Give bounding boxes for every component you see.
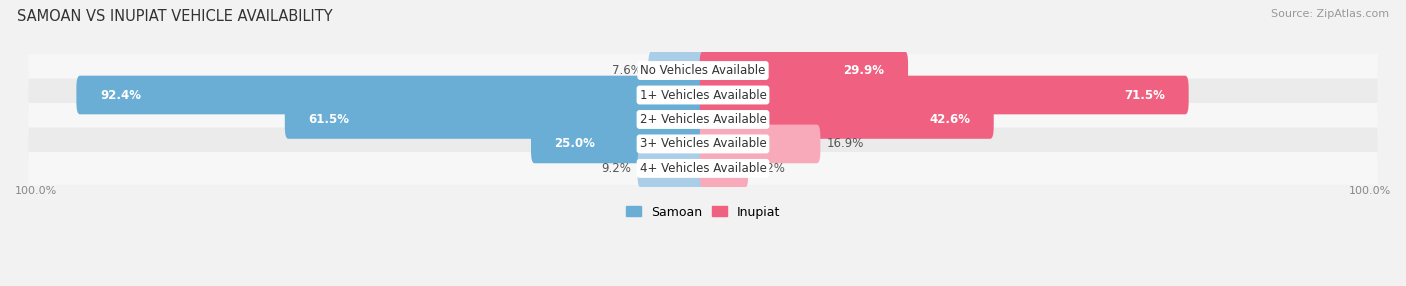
Text: 92.4%: 92.4%	[100, 88, 141, 102]
FancyBboxPatch shape	[648, 51, 706, 90]
Legend: Samoan, Inupiat: Samoan, Inupiat	[621, 200, 785, 224]
Text: 25.0%: 25.0%	[554, 138, 596, 150]
FancyBboxPatch shape	[28, 128, 1378, 160]
FancyBboxPatch shape	[28, 54, 1378, 87]
FancyBboxPatch shape	[28, 152, 1378, 185]
FancyBboxPatch shape	[700, 149, 748, 188]
Text: 100.0%: 100.0%	[1348, 186, 1391, 196]
Text: 42.6%: 42.6%	[929, 113, 970, 126]
FancyBboxPatch shape	[28, 79, 1378, 111]
FancyBboxPatch shape	[531, 125, 706, 163]
Text: 2+ Vehicles Available: 2+ Vehicles Available	[640, 113, 766, 126]
Text: 29.9%: 29.9%	[844, 64, 884, 77]
Text: No Vehicles Available: No Vehicles Available	[640, 64, 766, 77]
Text: 71.5%: 71.5%	[1125, 88, 1166, 102]
FancyBboxPatch shape	[700, 125, 820, 163]
Text: 9.2%: 9.2%	[600, 162, 631, 175]
Text: 3+ Vehicles Available: 3+ Vehicles Available	[640, 138, 766, 150]
Text: 100.0%: 100.0%	[15, 186, 58, 196]
FancyBboxPatch shape	[637, 149, 706, 188]
FancyBboxPatch shape	[700, 76, 1188, 114]
Text: Source: ZipAtlas.com: Source: ZipAtlas.com	[1271, 9, 1389, 19]
Text: 6.2%: 6.2%	[755, 162, 785, 175]
Text: 61.5%: 61.5%	[308, 113, 350, 126]
Text: 7.6%: 7.6%	[612, 64, 641, 77]
Text: SAMOAN VS INUPIAT VEHICLE AVAILABILITY: SAMOAN VS INUPIAT VEHICLE AVAILABILITY	[17, 9, 332, 23]
FancyBboxPatch shape	[76, 76, 706, 114]
Text: 16.9%: 16.9%	[827, 138, 865, 150]
FancyBboxPatch shape	[285, 100, 706, 139]
Text: 4+ Vehicles Available: 4+ Vehicles Available	[640, 162, 766, 175]
FancyBboxPatch shape	[700, 51, 908, 90]
Text: 1+ Vehicles Available: 1+ Vehicles Available	[640, 88, 766, 102]
FancyBboxPatch shape	[28, 103, 1378, 136]
FancyBboxPatch shape	[700, 100, 994, 139]
